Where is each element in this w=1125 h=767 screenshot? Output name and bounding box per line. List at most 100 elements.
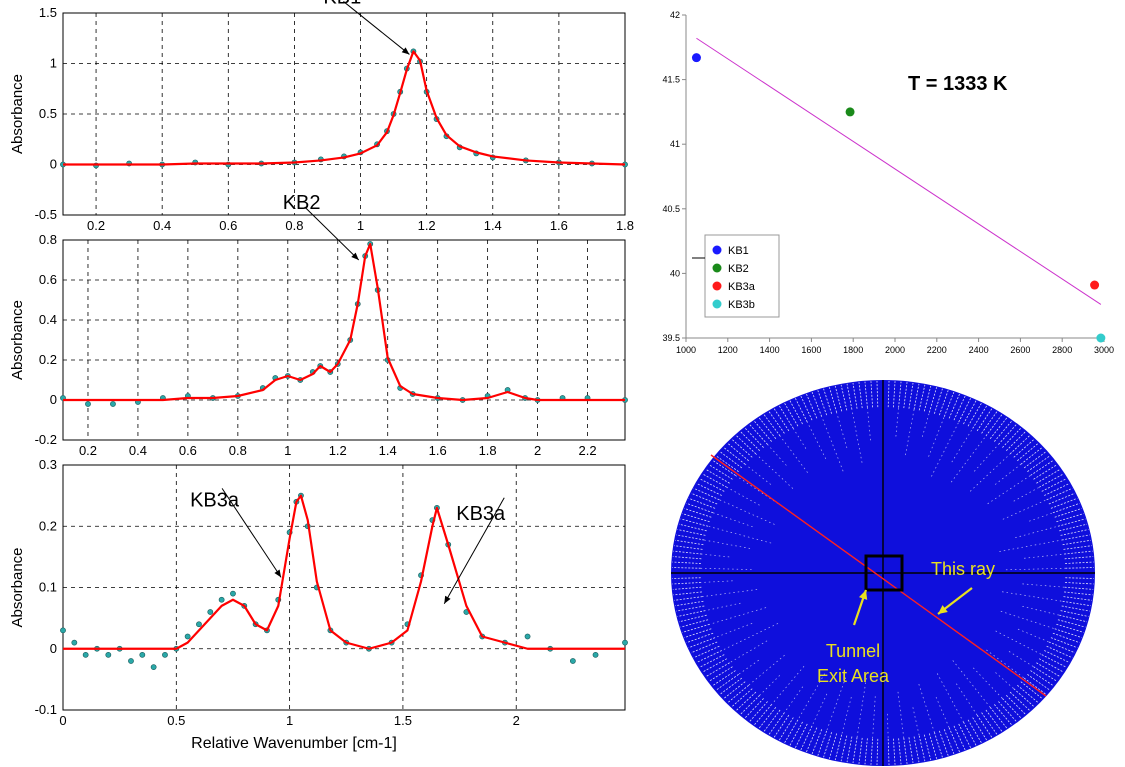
x-tick-label: 2600 [1010,345,1030,355]
ray-speckle [696,650,722,663]
measured-point [592,651,599,658]
ray-speckle [1044,650,1070,663]
y-tick-label: 39.5 [662,333,680,343]
ray-speckle [682,623,710,633]
ray-speckle [893,381,896,408]
ray-speckle [935,696,950,728]
ray-speckle [704,539,751,549]
ray-speckle [1062,600,1091,607]
x-tick-label: 1.6 [429,443,447,458]
ray-speckle [674,545,703,550]
ray-speckle [1013,688,1035,708]
ray-speckle [985,709,1003,732]
ray-speckle [795,398,808,423]
ray-speckle [895,407,899,437]
ray-speckle [1036,468,1061,484]
ray-speckle [923,734,932,761]
ray-speckle [731,438,753,458]
ray-speckle [912,707,920,736]
ray-speckle [1023,451,1047,469]
tunnel-label-line1: Tunnel [826,641,880,661]
legend-label: KB3a [728,281,756,293]
measured-point [110,401,116,407]
ray-speckle [800,395,813,421]
ray-speckle [1059,614,1088,623]
ray-speckle [836,412,848,449]
ray-speckle [1056,623,1084,633]
ray-speckle [744,698,764,719]
measured-point [230,590,236,597]
x-tick-label: 0.8 [285,218,303,233]
peak-arrow [221,488,282,578]
ray-speckle [773,714,790,738]
ray-speckle [1002,427,1022,448]
ray-speckle [963,400,977,425]
measured-point [139,651,146,658]
measured-point [184,633,191,640]
ray-speckle [950,435,987,483]
y-tick-label: 1.5 [39,5,57,20]
x-axis-label: Relative Wavenumber [cm-1] [191,735,397,752]
ray-speckle [715,455,739,472]
y-tick-label: 40.5 [662,204,680,214]
x-tick-label: 1 [357,218,364,233]
x-tick-label: 1800 [843,345,863,355]
ray-speckle [1064,591,1093,596]
ray-speckle [1023,677,1047,695]
ray-speckle [846,736,853,763]
ray-speckle [1064,556,1094,560]
ray-speckle [1036,662,1061,678]
ray-speckle [1041,478,1067,492]
ray-speckle [758,707,777,729]
ray-speckle [674,596,703,601]
x-tick-label: 2000 [885,345,905,355]
x-tick-label: 0.4 [153,218,171,233]
x-tick-label: 2.2 [578,443,596,458]
ray-speckle [994,420,1013,442]
y-tick-label: 41 [670,139,680,149]
ray-speckle [852,737,858,764]
peak-label: KB3a [190,489,240,511]
ray-speckle [893,738,896,765]
ray-speckle [763,414,781,437]
x-tick-label: 0.4 [129,443,147,458]
ray-speckle [1002,698,1022,719]
x-tick-label: 1.8 [616,218,634,233]
ray-speckle [702,658,728,673]
ray-speckle [1052,502,1080,514]
ray-speckle [834,734,843,761]
ray-speckle [989,707,1008,729]
legend-marker [712,263,722,273]
ray-speckle [933,388,943,414]
ray-speckle [719,499,775,525]
ray-speckle [693,487,720,501]
ray-speckle [928,387,938,413]
ray-speckle [1009,434,1031,455]
ray-speckle [943,391,955,417]
ray-speckle [701,553,730,558]
ray-speckle [784,719,799,744]
ray-speckle [998,424,1017,445]
ray-speckle [1063,596,1092,601]
ray-speckle [898,738,902,765]
ray-speckle [682,513,710,523]
peak-label: KB3a [456,503,506,525]
x-tick-label: 1200 [718,345,738,355]
ray-speckle [998,701,1017,722]
ray-speckle [943,729,955,755]
x-tick-label: 2200 [927,345,947,355]
ray-speckle [1046,645,1073,659]
ray-speckle [699,654,725,668]
ray-speckle [1030,459,1054,476]
ray-speckle [834,385,843,412]
ray-speckle [672,582,701,585]
ray-speckle [719,451,743,469]
measured-point [150,664,157,671]
ray-speckle [828,387,838,413]
ray-speckle [708,464,733,480]
y-tick-label: -0.2 [35,432,57,447]
fit-line [696,37,1102,305]
ray-speckle [887,381,890,408]
ray-arrow-head [938,605,948,614]
